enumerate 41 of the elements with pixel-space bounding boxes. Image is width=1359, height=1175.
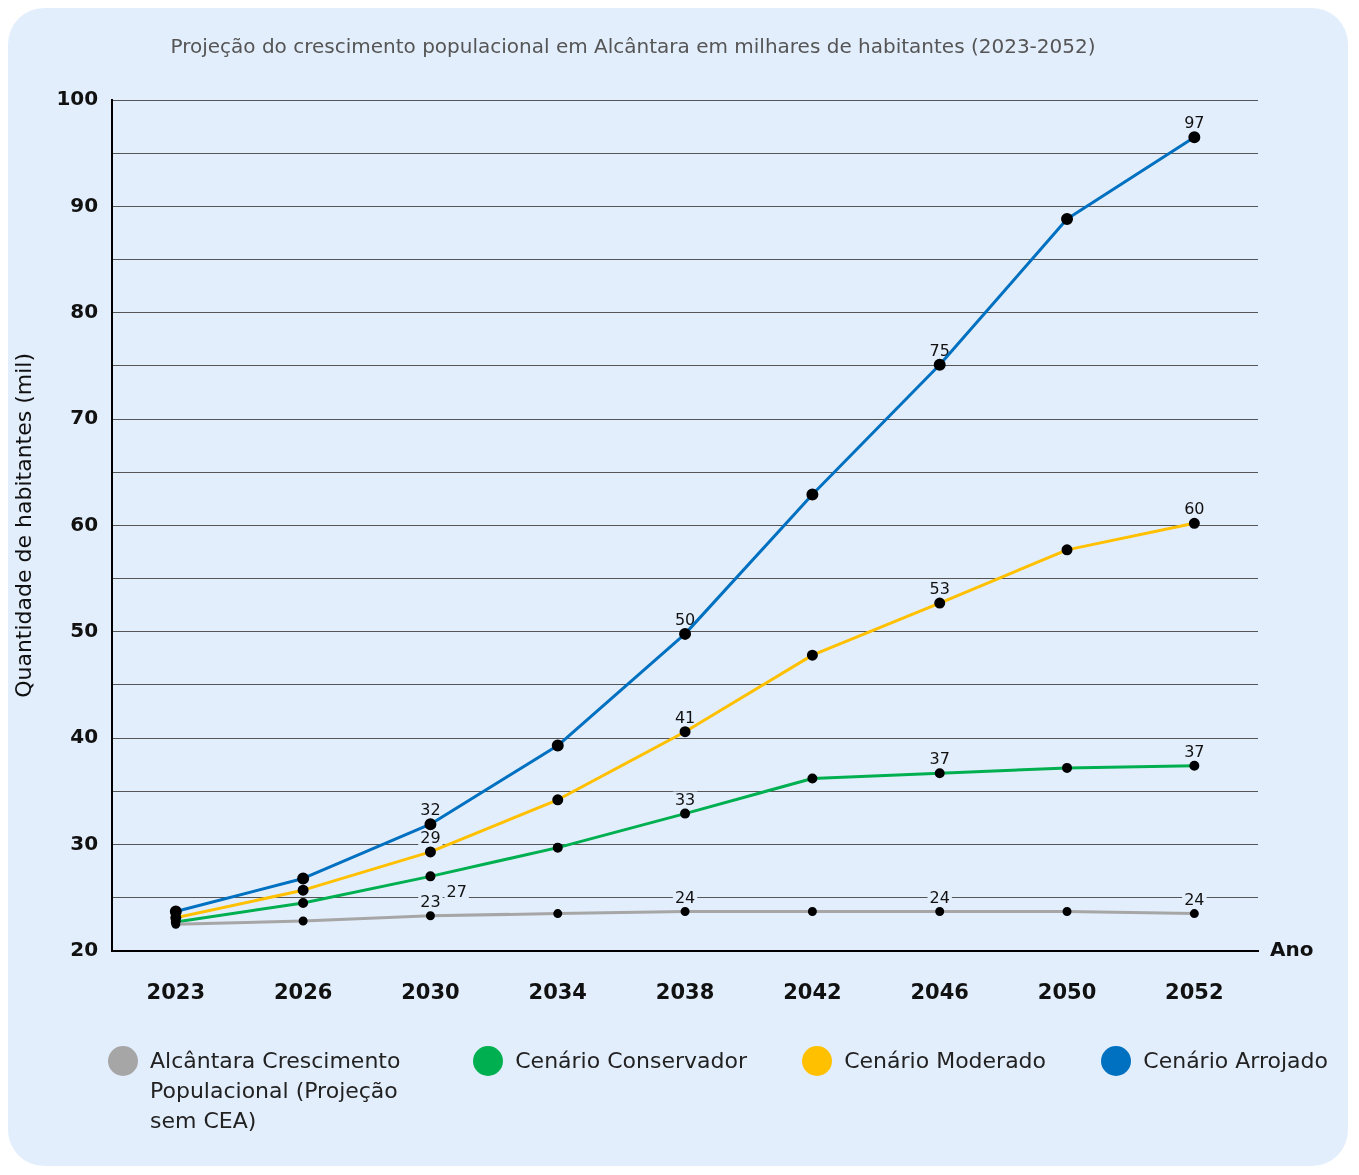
x-tick-label: 2034 [528, 979, 587, 1004]
data-label: 24 [674, 887, 696, 907]
x-tick-label: 2050 [1037, 979, 1097, 1004]
y-tick-label: 80 [70, 298, 99, 323]
data-label: 37 [929, 749, 950, 769]
legend-label: Cenário Conservador [515, 1047, 747, 1075]
data-label: 24 [929, 887, 950, 907]
data-label: 27 [446, 881, 467, 901]
data-label: 33 [674, 789, 696, 809]
data-label: 60 [1184, 499, 1205, 519]
data-label: 75 [929, 340, 950, 360]
data-label: 24 [1184, 889, 1205, 909]
x-tick-label: 2026 [273, 979, 333, 1004]
x-tick-label: 2023 [146, 979, 206, 1004]
data-label: 53 [929, 579, 950, 599]
chart-title: Projeção do crescimento populacional em Alcântara em milhares de habitantes (2023-2052) [170, 34, 1096, 59]
x-tick-label: 2046 [910, 979, 969, 1004]
y-tick-label: 40 [70, 724, 99, 749]
data-label: 29 [420, 828, 441, 848]
y-axis-title: Quantidade de habitantes (mil) [10, 352, 36, 698]
legend-label: Cenário Arrojado [1143, 1047, 1328, 1075]
x-axis-title: Ano [1270, 937, 1314, 961]
y-tick-label: 50 [70, 617, 99, 642]
y-tick-label: 30 [70, 830, 99, 855]
legend-label: Cenário Moderado [844, 1047, 1047, 1075]
data-label: 32 [420, 800, 441, 820]
y-tick-label: 100 [56, 86, 99, 111]
x-tick-label: 2038 [655, 979, 715, 1004]
data-label: 50 [674, 610, 696, 630]
x-tick-label: 2030 [401, 979, 460, 1004]
y-tick-label: 60 [70, 511, 99, 536]
y-tick-label: 70 [70, 405, 99, 430]
legend-label: Alcântara Crescimento Populacional (Projeção sem CEA) [150, 1047, 402, 1135]
data-label: 37 [1184, 741, 1205, 761]
data-label: 41 [674, 707, 696, 727]
x-tick-label: 2042 [783, 979, 842, 1004]
x-tick-label: 2052 [1165, 979, 1224, 1004]
data-label: 23 [420, 891, 441, 911]
y-tick-label: 90 [70, 192, 99, 217]
data-label: 97 [1184, 113, 1205, 133]
y-tick-label: 20 [70, 937, 99, 961]
